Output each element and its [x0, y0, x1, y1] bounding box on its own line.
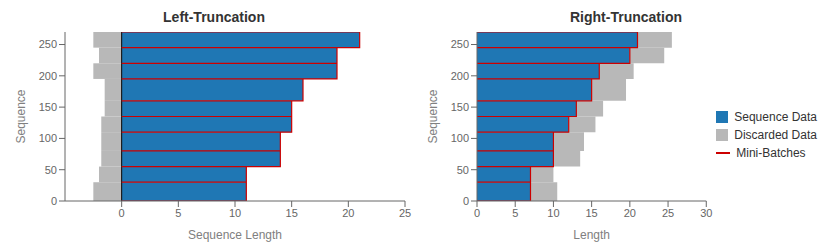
svg-text:200: 200: [39, 70, 57, 82]
svg-text:5: 5: [175, 207, 181, 219]
svg-text:10: 10: [547, 207, 559, 219]
svg-text:0: 0: [51, 195, 57, 207]
html-text:Discarded Data: Discarded Data: [734, 128, 817, 142]
svg-text:200: 200: [451, 70, 469, 82]
svg-text:50: 50: [45, 164, 57, 176]
svg-text:250: 250: [39, 38, 57, 50]
html-text:Right-Truncation: Right-Truncation: [570, 9, 682, 25]
svg-text:Sequence Length: Sequence Length: [188, 228, 282, 242]
svg-text:100: 100: [451, 132, 469, 144]
svg-text:5: 5: [512, 207, 518, 219]
svg-text:15: 15: [586, 207, 598, 219]
svg-text:150: 150: [451, 101, 469, 113]
svg-text:100: 100: [39, 132, 57, 144]
svg-text:250: 250: [451, 38, 469, 50]
svg-text:25: 25: [662, 207, 674, 219]
html-text:Left-Truncation: Left-Truncation: [163, 9, 265, 25]
svg-text:20: 20: [342, 207, 354, 219]
svg-text:30: 30: [700, 207, 712, 219]
svg-text:Sequence: Sequence: [426, 89, 440, 143]
svg-text:0: 0: [474, 207, 480, 219]
svg-text:Sequence: Sequence: [14, 89, 28, 143]
html-text:Sequence Data: Sequence Data: [734, 110, 817, 124]
html-text:Mini-Batches: Mini-Batches: [736, 146, 806, 160]
svg-text:0: 0: [119, 207, 125, 219]
svg-text:150: 150: [39, 101, 57, 113]
svg-text:20: 20: [624, 207, 636, 219]
svg-text:25: 25: [399, 207, 411, 219]
svg-text:10: 10: [229, 207, 241, 219]
svg-text:15: 15: [286, 207, 298, 219]
svg-text:0: 0: [463, 195, 469, 207]
svg-text:Length: Length: [573, 228, 610, 242]
svg-text:50: 50: [457, 164, 469, 176]
